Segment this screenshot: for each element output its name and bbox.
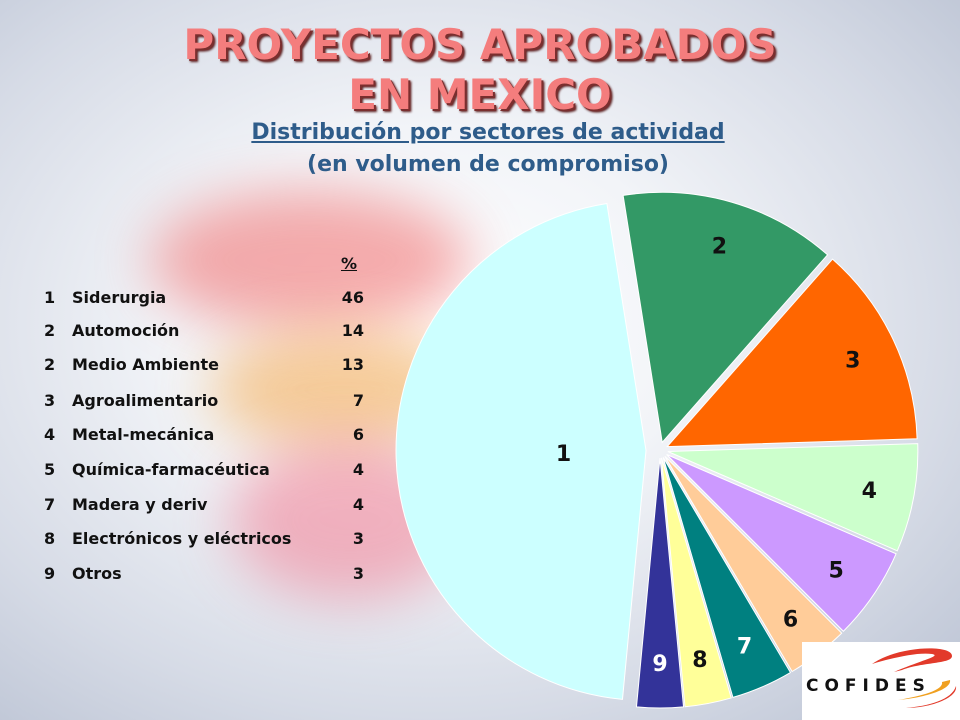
legend-row: 1 Siderurgia 46 bbox=[44, 288, 374, 312]
legend-row-number: 4 bbox=[44, 425, 56, 444]
legend-row: 3 Agroalimentario 7 bbox=[44, 391, 374, 415]
legend-row-number: 5 bbox=[44, 460, 56, 479]
legend-row-number: 2 bbox=[44, 355, 56, 374]
legend-row-name: Metal-mecánica bbox=[72, 425, 215, 444]
legend-row-number: 1 bbox=[44, 288, 56, 307]
cofides-logo-text: COFIDES bbox=[806, 676, 931, 696]
pie-slice-7 bbox=[662, 457, 792, 699]
legend-row: 7 Madera y deriv 4 bbox=[44, 495, 374, 519]
cofides-swoosh-icon bbox=[872, 648, 957, 708]
chart-subtitle: Distribución por sectores de actividad bbox=[251, 120, 725, 145]
legend-row-number: 9 bbox=[44, 564, 56, 583]
legend-row-name: Electrónicos y eléctricos bbox=[72, 529, 292, 548]
pie-slice-label: 1 bbox=[556, 442, 571, 467]
pie-slice-8 bbox=[661, 457, 732, 708]
legend-row-name: Madera y deriv bbox=[72, 495, 208, 514]
legend-row-name: Agroalimentario bbox=[72, 391, 219, 410]
legend-row-number: 3 bbox=[44, 391, 56, 410]
pie-slice-label: 6 bbox=[783, 607, 798, 632]
pie-slice-2 bbox=[622, 191, 829, 444]
legend-row-percent: 14 bbox=[341, 321, 364, 340]
legend-percent-header: % bbox=[340, 254, 358, 273]
legend-row-percent: 3 bbox=[352, 529, 364, 548]
pie-slice-label: 7 bbox=[737, 634, 752, 659]
legend-row-percent: 3 bbox=[352, 564, 364, 583]
pie-slice-4 bbox=[667, 443, 919, 552]
legend-row-percent: 7 bbox=[352, 391, 364, 410]
pie-slice-label: 4 bbox=[862, 479, 877, 504]
cofides-logo: COFIDES bbox=[802, 642, 960, 720]
pie-slice-label: 3 bbox=[845, 348, 860, 373]
legend-row-percent: 6 bbox=[352, 425, 364, 444]
legend-row: 2 Medio Ambiente 13 bbox=[44, 355, 374, 379]
legend-row-number: 8 bbox=[44, 529, 56, 548]
pie-slice-1 bbox=[395, 202, 647, 700]
legend-row: 9 Otros 3 bbox=[44, 564, 374, 588]
legend-row-number: 2 bbox=[44, 321, 56, 340]
legend-row-number: 7 bbox=[44, 495, 56, 514]
legend-row-percent: 46 bbox=[341, 288, 364, 307]
legend-row-name: Medio Ambiente bbox=[72, 355, 220, 374]
legend-row: 5 Química-farmacéutica 4 bbox=[44, 460, 374, 484]
legend-row-name: Química-farmacéutica bbox=[72, 460, 270, 479]
pie-slice-9 bbox=[635, 457, 685, 709]
chart-subtitle-note: (en volumen de compromiso) bbox=[307, 152, 669, 177]
pie-slice-label: 9 bbox=[652, 652, 667, 677]
page-title-line2: EN MEXICO bbox=[348, 70, 612, 119]
legend-row-percent: 4 bbox=[352, 495, 364, 514]
legend-row-name: Automoción bbox=[72, 321, 180, 340]
page-title-line1: PROYECTOS APROBADOS bbox=[183, 20, 777, 69]
pie-slice-label: 5 bbox=[829, 559, 844, 584]
legend-row-name: Otros bbox=[72, 564, 122, 583]
pie-slice-label: 8 bbox=[692, 648, 707, 673]
legend-row: 2 Automoción 14 bbox=[44, 321, 374, 345]
background-glow-red bbox=[150, 190, 470, 330]
pie-slice-5 bbox=[666, 454, 897, 632]
pie-slice-label: 2 bbox=[712, 234, 727, 259]
legend-row: 4 Metal-mecánica 6 bbox=[44, 425, 374, 449]
pie-slice-3 bbox=[666, 258, 918, 448]
legend-row-percent: 13 bbox=[341, 355, 364, 374]
legend-row: 8 Electrónicos y eléctricos 3 bbox=[44, 529, 374, 553]
legend-row-name: Siderurgia bbox=[72, 288, 167, 307]
legend-row-percent: 4 bbox=[352, 460, 364, 479]
